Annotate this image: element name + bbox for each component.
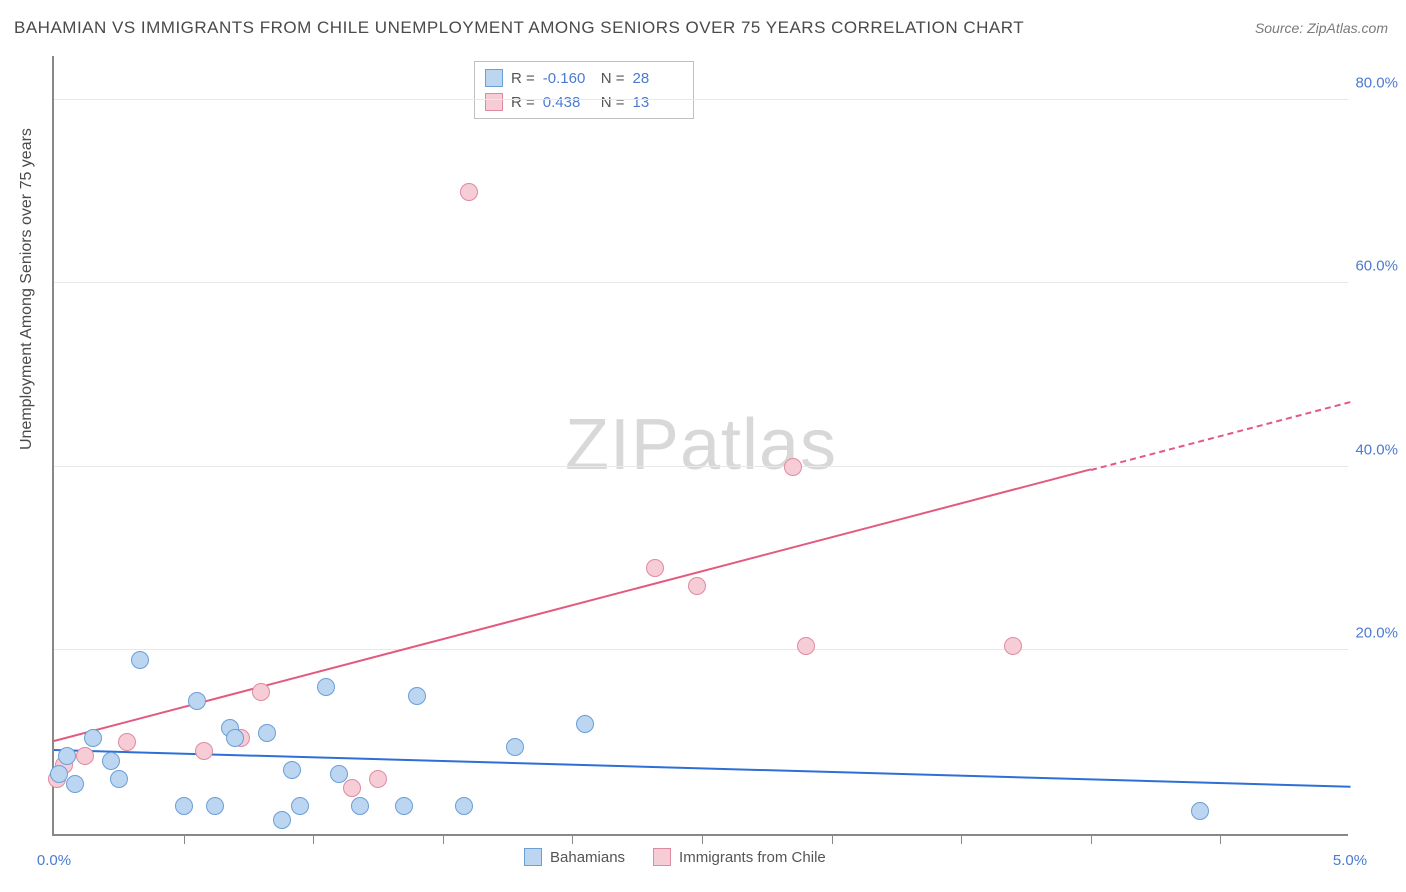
gridline (54, 466, 1348, 467)
data-point-bahamians (1191, 802, 1209, 820)
data-point-bahamians (317, 678, 335, 696)
data-point-chile (118, 733, 136, 751)
data-point-bahamians (408, 687, 426, 705)
data-point-bahamians (291, 797, 309, 815)
data-point-bahamians (188, 692, 206, 710)
data-point-bahamians (351, 797, 369, 815)
x-tick (184, 834, 185, 844)
data-point-chile (460, 183, 478, 201)
x-tick (702, 834, 703, 844)
watermark-bold: ZIP (565, 405, 680, 485)
gridline (54, 99, 1348, 100)
data-point-bahamians (395, 797, 413, 815)
swatch-bahamians (485, 69, 503, 87)
stats-row-bahamians: R = -0.160 N = 28 (485, 66, 683, 90)
data-point-chile (252, 683, 270, 701)
trendline (54, 749, 1350, 788)
y-tick-label: 60.0% (1343, 258, 1398, 275)
x-tick-label: 5.0% (1333, 852, 1367, 869)
x-tick (961, 834, 962, 844)
x-tick (572, 834, 573, 844)
legend-label-chile: Immigrants from Chile (679, 849, 826, 866)
swatch-bahamians (524, 848, 542, 866)
data-point-bahamians (131, 651, 149, 669)
y-tick-label: 20.0% (1343, 625, 1398, 642)
stats-n-chile: 13 (633, 94, 683, 111)
data-point-chile (784, 458, 802, 476)
data-point-chile (1004, 637, 1022, 655)
stats-legend: R = -0.160 N = 28 R = 0.438 N = 13 (474, 61, 694, 119)
series-legend: Bahamians Immigrants from Chile (524, 848, 826, 866)
stats-n-label: N = (601, 94, 625, 111)
x-tick-label: 0.0% (37, 852, 71, 869)
stats-r-chile: 0.438 (543, 94, 593, 111)
chart-title: BAHAMIAN VS IMMIGRANTS FROM CHILE UNEMPL… (14, 18, 1024, 38)
x-tick (1091, 834, 1092, 844)
data-point-bahamians (506, 738, 524, 756)
trendline (54, 469, 1091, 743)
source-attribution: Source: ZipAtlas.com (1255, 20, 1388, 36)
y-tick-label: 40.0% (1343, 441, 1398, 458)
data-point-chile (688, 577, 706, 595)
data-point-bahamians (283, 761, 301, 779)
x-tick (1220, 834, 1221, 844)
data-point-bahamians (206, 797, 224, 815)
x-tick (832, 834, 833, 844)
data-point-bahamians (110, 770, 128, 788)
data-point-chile (646, 559, 664, 577)
data-point-bahamians (175, 797, 193, 815)
data-point-bahamians (84, 729, 102, 747)
legend-label-bahamians: Bahamians (550, 849, 625, 866)
legend-item-bahamians: Bahamians (524, 848, 625, 866)
data-point-bahamians (226, 729, 244, 747)
y-tick-label: 80.0% (1343, 74, 1398, 91)
data-point-chile (369, 770, 387, 788)
plot-area: ZIPatlas R = -0.160 N = 28 R = 0.438 N =… (52, 56, 1348, 836)
stats-r-label: R = (511, 94, 535, 111)
data-point-bahamians (576, 715, 594, 733)
stats-row-chile: R = 0.438 N = 13 (485, 90, 683, 114)
gridline (54, 649, 1348, 650)
x-tick (443, 834, 444, 844)
data-point-chile (797, 637, 815, 655)
y-axis-label: Unemployment Among Seniors over 75 years (18, 128, 36, 450)
data-point-chile (195, 742, 213, 760)
data-point-bahamians (66, 775, 84, 793)
data-point-bahamians (273, 811, 291, 829)
stats-r-bahamians: -0.160 (543, 70, 593, 87)
data-point-chile (343, 779, 361, 797)
trendline (1091, 401, 1351, 471)
stats-r-label: R = (511, 70, 535, 87)
data-point-bahamians (330, 765, 348, 783)
stats-n-bahamians: 28 (633, 70, 683, 87)
x-tick (313, 834, 314, 844)
stats-n-label: N = (601, 70, 625, 87)
legend-item-chile: Immigrants from Chile (653, 848, 826, 866)
watermark-light: atlas (680, 405, 837, 485)
gridline (54, 282, 1348, 283)
data-point-bahamians (58, 747, 76, 765)
swatch-chile (485, 93, 503, 111)
data-point-bahamians (102, 752, 120, 770)
data-point-bahamians (455, 797, 473, 815)
swatch-chile (653, 848, 671, 866)
data-point-chile (76, 747, 94, 765)
data-point-bahamians (258, 724, 276, 742)
